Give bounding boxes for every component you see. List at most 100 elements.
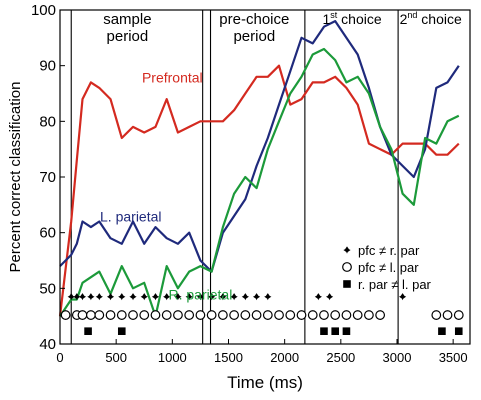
legend-entry-label: pfc ≠ r. par <box>358 243 420 258</box>
x-tick-label: 3000 <box>383 350 412 365</box>
diamond-marker <box>140 293 148 301</box>
diamond-marker <box>129 293 137 301</box>
circle-marker <box>352 310 363 320</box>
diamond-marker <box>314 293 322 301</box>
diamond-marker <box>196 293 205 301</box>
diamond-marker <box>325 293 334 301</box>
circle-marker <box>94 310 105 320</box>
series-line <box>58 64 460 317</box>
circle-marker <box>77 310 88 320</box>
series-lines <box>58 20 460 318</box>
circle-marker <box>296 310 307 320</box>
diamond-marker <box>78 293 87 301</box>
diamond-marker <box>118 293 126 301</box>
diamond-marker <box>151 293 160 301</box>
circle-marker <box>105 310 116 320</box>
diamond-marker <box>174 293 182 301</box>
square-marker <box>342 327 351 335</box>
period-label: 1st choice <box>322 10 381 27</box>
circle-marker <box>453 310 464 320</box>
diamond-marker <box>230 293 238 301</box>
square-marker <box>331 327 340 335</box>
circle-marker <box>251 310 262 320</box>
y-tick-label: 80 <box>39 113 56 130</box>
circle-marker <box>161 310 172 320</box>
square-marker <box>320 327 328 335</box>
x-axis-label: Time (ms) <box>227 373 303 392</box>
x-tick-label: 1500 <box>214 350 243 365</box>
circle-marker <box>85 310 96 320</box>
circle-marker <box>173 310 183 320</box>
circle-marker <box>128 310 138 320</box>
diamond-marker <box>241 293 249 301</box>
circle-marker <box>262 310 273 320</box>
x-tick-label: 0 <box>56 350 63 365</box>
x-tick-label: 500 <box>105 350 127 365</box>
period-label: pre-choice <box>219 11 289 28</box>
circle-marker <box>195 310 206 320</box>
period-label: sample <box>103 11 151 28</box>
period-lines <box>70 10 399 344</box>
diamond-marker <box>163 293 171 301</box>
series-label: Prefrontal <box>142 69 203 85</box>
circle-marker <box>330 310 341 320</box>
period-label: period <box>107 28 149 45</box>
diamond-marker <box>208 293 216 301</box>
diamond-marker <box>73 293 81 301</box>
circle-marker <box>341 310 352 320</box>
x-tick-label: 2500 <box>326 350 355 365</box>
diamond-marker <box>343 246 351 254</box>
circle-marker <box>307 310 318 320</box>
y-tick-label: 50 <box>39 280 56 297</box>
legend: pfc ≠ r. par pfc ≠ l. par r. par ≠ l. par <box>342 243 432 292</box>
significance-markers <box>60 293 464 335</box>
diamond-marker <box>264 293 272 301</box>
series-line <box>59 47 460 318</box>
y-tick-label: 60 <box>39 225 56 242</box>
circle-marker <box>240 310 251 320</box>
circle-marker <box>217 310 228 320</box>
circle-marker <box>150 310 161 320</box>
series-labels: Prefrontal L. parietal R. parietal <box>100 69 232 302</box>
circle-marker <box>116 310 127 320</box>
circle-marker <box>139 310 150 320</box>
circle-marker <box>342 262 352 272</box>
circle-marker <box>274 310 284 320</box>
circle-marker <box>285 310 296 320</box>
diamond-marker <box>106 293 115 301</box>
diamond-marker <box>95 293 103 301</box>
diamond-marker <box>252 293 261 301</box>
square-marker <box>454 327 463 335</box>
series-label: R. parietal <box>169 286 233 302</box>
square-marker <box>84 327 92 335</box>
legend-entry-label: r. par ≠ l. par <box>358 277 432 292</box>
legend-entry-label: pfc ≠ l. par <box>358 260 419 275</box>
circle-marker <box>229 310 240 320</box>
circle-marker <box>319 310 329 320</box>
circle-marker <box>364 310 374 320</box>
y-axis-label: Percent correct classification <box>7 82 24 273</box>
axis-ticks: 0 500 1000 1500 2000 2500 3000 3500 40 50 60 70 80 90… <box>31 2 468 365</box>
circle-marker <box>60 310 71 320</box>
x-tick-label: 1000 <box>158 350 187 365</box>
square-marker <box>343 280 351 288</box>
x-tick-label: 3500 <box>439 350 468 365</box>
x-tick-label: 2000 <box>270 350 299 365</box>
series-label: L. parietal <box>100 209 161 225</box>
diamond-marker <box>185 293 193 301</box>
square-marker <box>438 327 446 335</box>
y-tick-label: 100 <box>31 2 56 19</box>
diamond-marker <box>87 293 95 301</box>
diamond-marker <box>399 293 407 301</box>
y-tick-label: 90 <box>39 58 56 75</box>
circle-marker <box>206 310 217 320</box>
circle-marker <box>184 310 195 320</box>
period-label: 2nd choice <box>400 10 462 27</box>
period-label: period <box>233 28 275 45</box>
circle-marker <box>442 310 453 320</box>
circle-marker <box>431 310 442 320</box>
diamond-marker <box>67 293 75 301</box>
square-marker <box>117 327 126 335</box>
diamond-marker <box>219 293 227 301</box>
circle-marker <box>375 310 386 320</box>
